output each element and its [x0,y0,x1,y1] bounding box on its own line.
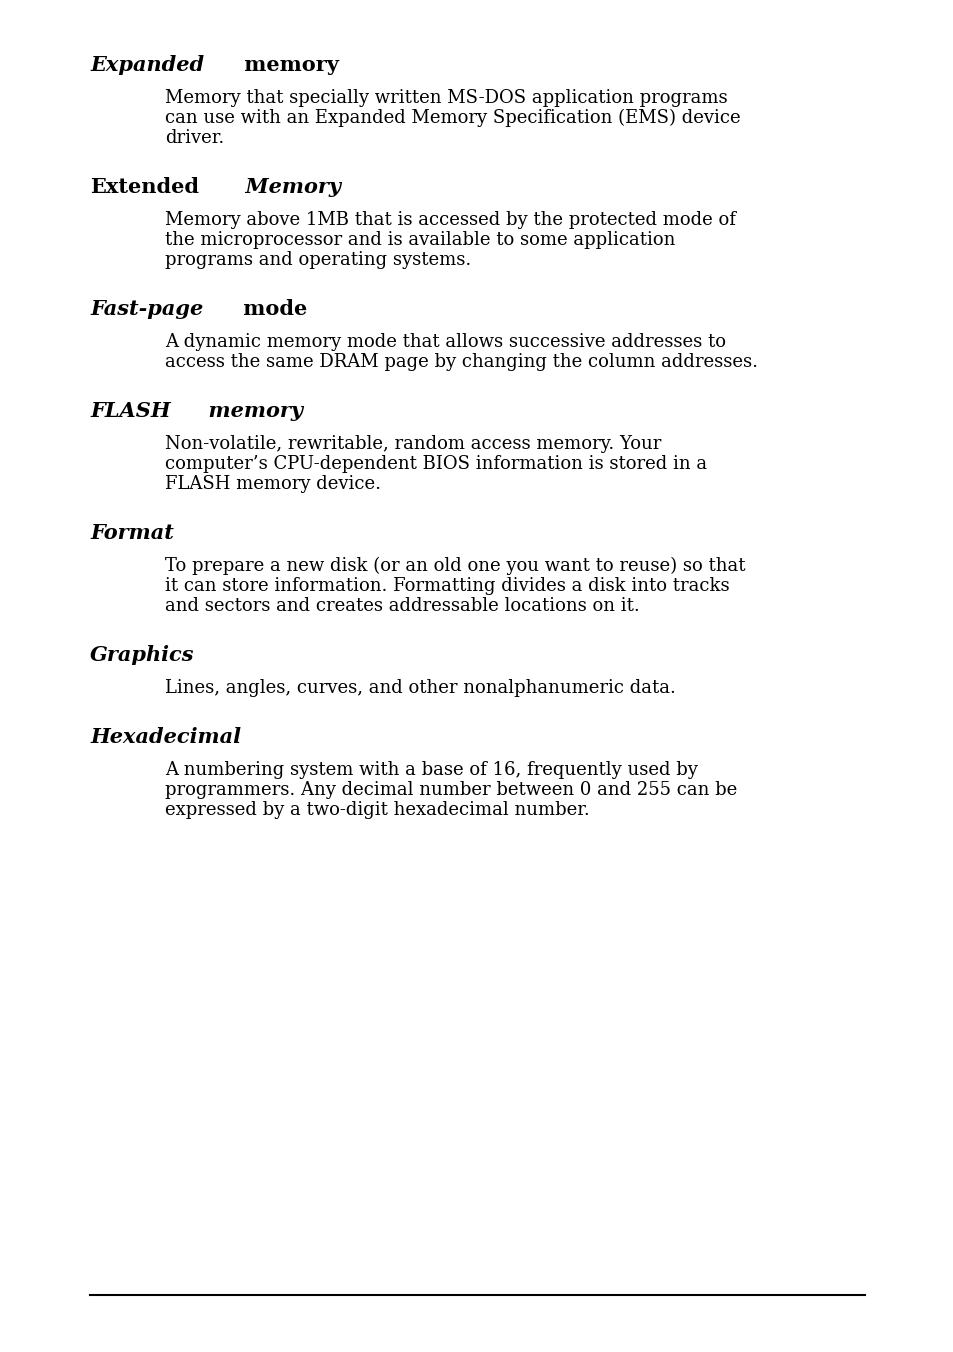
Text: Memory: Memory [231,177,340,197]
Text: programmers. Any decimal number between 0 and 255 can be: programmers. Any decimal number between … [165,781,737,799]
Text: driver.: driver. [165,128,224,147]
Text: Hexadecimal: Hexadecimal [90,727,241,748]
Text: can use with an Expanded Memory Specification (EMS) device: can use with an Expanded Memory Specific… [165,110,740,127]
Text: To prepare a new disk (or an old one you want to reuse) so that: To prepare a new disk (or an old one you… [165,557,744,575]
Text: A dynamic memory mode that allows successive addresses to: A dynamic memory mode that allows succes… [165,333,725,352]
Text: Graphics: Graphics [90,645,194,665]
Text: it can store information. Formatting divides a disk into tracks: it can store information. Formatting div… [165,577,729,595]
Text: memory: memory [193,402,303,420]
Text: Extended: Extended [90,177,199,197]
Text: and sectors and creates addressable locations on it.: and sectors and creates addressable loca… [165,598,639,615]
Text: Expanded: Expanded [90,55,204,74]
Text: the microprocessor and is available to some application: the microprocessor and is available to s… [165,231,675,249]
Text: Memory above 1MB that is accessed by the protected mode of: Memory above 1MB that is accessed by the… [165,211,735,228]
Text: FLASH memory device.: FLASH memory device. [165,475,380,493]
Text: Format: Format [90,523,173,544]
Text: Fast-page: Fast-page [90,299,203,319]
Text: mode: mode [236,299,307,319]
Text: memory: memory [237,55,338,74]
Text: Non-volatile, rewritable, random access memory. Your: Non-volatile, rewritable, random access … [165,435,660,453]
Text: FLASH: FLASH [90,402,171,420]
Text: computer’s CPU-dependent BIOS information is stored in a: computer’s CPU-dependent BIOS informatio… [165,456,706,473]
Text: programs and operating systems.: programs and operating systems. [165,251,471,269]
Text: expressed by a two-digit hexadecimal number.: expressed by a two-digit hexadecimal num… [165,800,589,819]
Text: access the same DRAM page by changing the column addresses.: access the same DRAM page by changing th… [165,353,758,370]
Text: Lines, angles, curves, and other nonalphanumeric data.: Lines, angles, curves, and other nonalph… [165,679,675,698]
Text: Memory that specially written MS-DOS application programs: Memory that specially written MS-DOS app… [165,89,727,107]
Text: A numbering system with a base of 16, frequently used by: A numbering system with a base of 16, fr… [165,761,698,779]
